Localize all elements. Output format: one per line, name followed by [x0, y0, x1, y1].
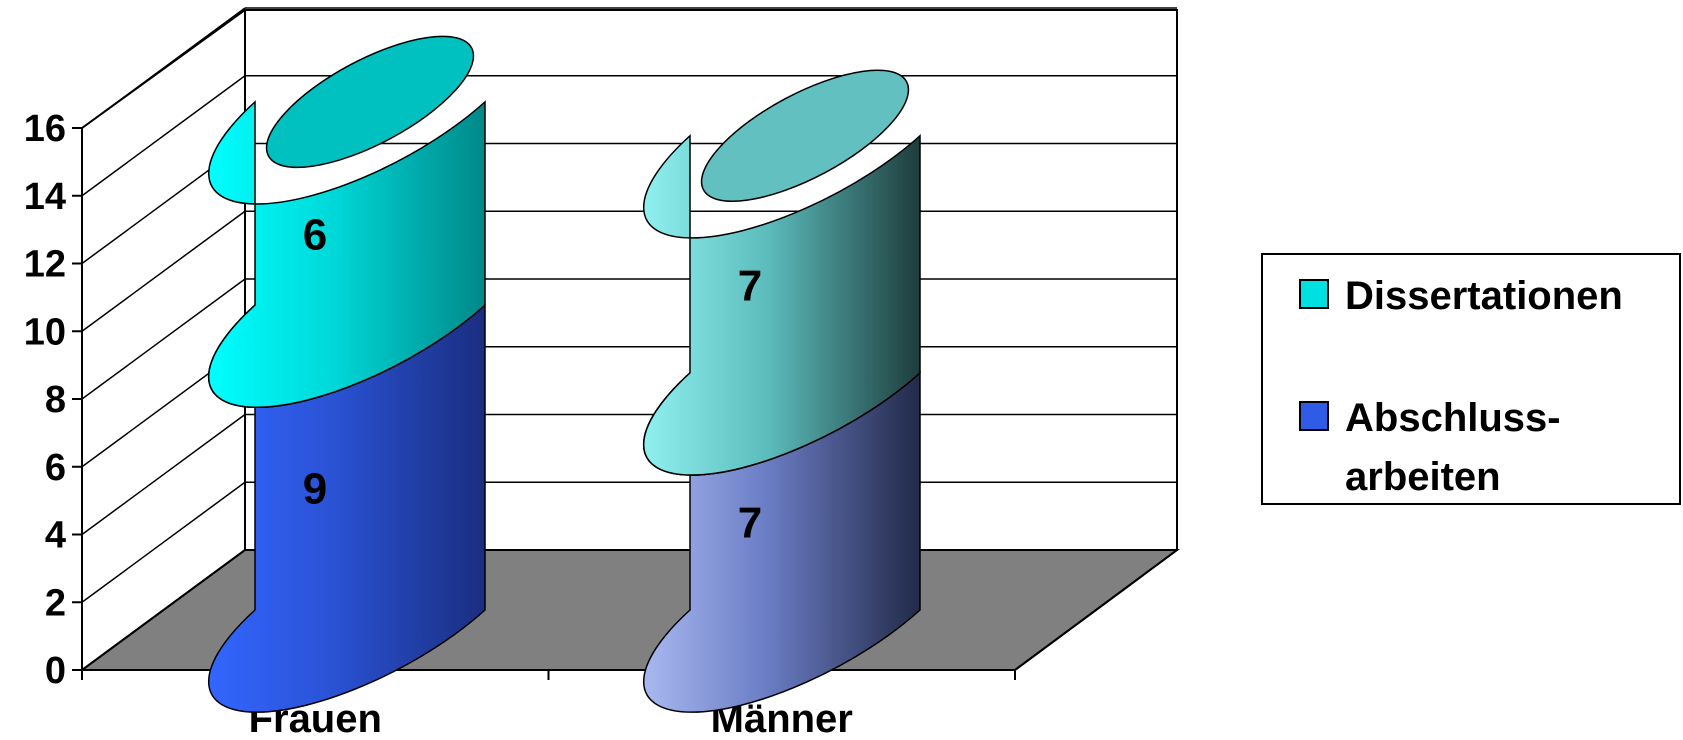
y-tick-label: 8 [45, 379, 66, 421]
y-tick-label: 12 [24, 244, 66, 286]
side-wall-top-edge [81, 9, 246, 129]
legend-swatch-dissertationen [1299, 279, 1329, 309]
side-wall-bottom-edge [81, 549, 246, 671]
y-tick-label: 10 [24, 311, 66, 353]
legend-label-abschlussarbeiten-line2: arbeiten [1345, 455, 1501, 499]
data-label-dissertationen-frauen: 6 [303, 211, 327, 260]
legend: Dissertationen Abschluss- arbeiten [1261, 253, 1681, 505]
side-gridline [81, 75, 246, 197]
side-gridline [81, 413, 246, 536]
y-tick-label: 14 [24, 176, 66, 218]
y-tick-label: 0 [45, 650, 66, 692]
y-tick-label: 6 [45, 447, 66, 489]
legend-box [1261, 253, 1681, 505]
side-gridline [81, 278, 246, 400]
data-label-abschlussarbeiten-männer: 7 [738, 498, 762, 547]
cylinder-top-männer [700, 69, 910, 202]
cylinder-segment-dissertationen-frauen [207, 100, 486, 408]
cylinder-top-frauen [265, 35, 475, 169]
data-labels: 9 6 7 7 [303, 211, 762, 548]
y-tick-label: 16 [24, 108, 66, 150]
side-gridline [81, 210, 246, 332]
legend-swatch-abschlussarbeiten [1299, 401, 1329, 431]
y-axis-ticks: 0 2 4 6 8 10 12 14 16 [24, 108, 82, 692]
cylinder-bars [207, 35, 921, 713]
y-tick-label: 4 [45, 515, 66, 557]
x-axis-depth-edge [1014, 549, 1178, 671]
legend-label-abschlussarbeiten: Abschluss- [1345, 396, 1561, 440]
y-tick-label: 2 [45, 582, 66, 624]
cylinder-segment-dissertationen-männer [642, 134, 921, 476]
data-label-abschlussarbeiten-frauen: 9 [303, 465, 327, 514]
legend-label-dissertationen: Dissertationen [1345, 274, 1623, 318]
data-label-dissertationen-männer: 7 [738, 261, 762, 310]
side-gridline [81, 481, 246, 603]
